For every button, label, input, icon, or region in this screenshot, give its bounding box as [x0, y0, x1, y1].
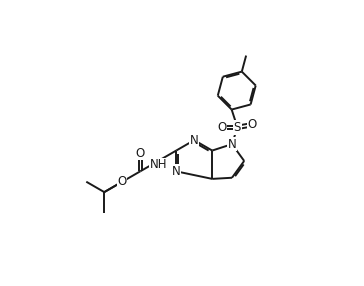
Text: S: S	[234, 121, 241, 134]
Text: N: N	[228, 138, 236, 151]
Text: O: O	[118, 175, 127, 188]
Text: O: O	[136, 146, 145, 160]
Text: O: O	[248, 118, 257, 131]
Text: N: N	[172, 165, 181, 178]
Text: O: O	[218, 121, 227, 134]
Text: N: N	[190, 134, 199, 147]
Text: NH: NH	[150, 158, 167, 171]
